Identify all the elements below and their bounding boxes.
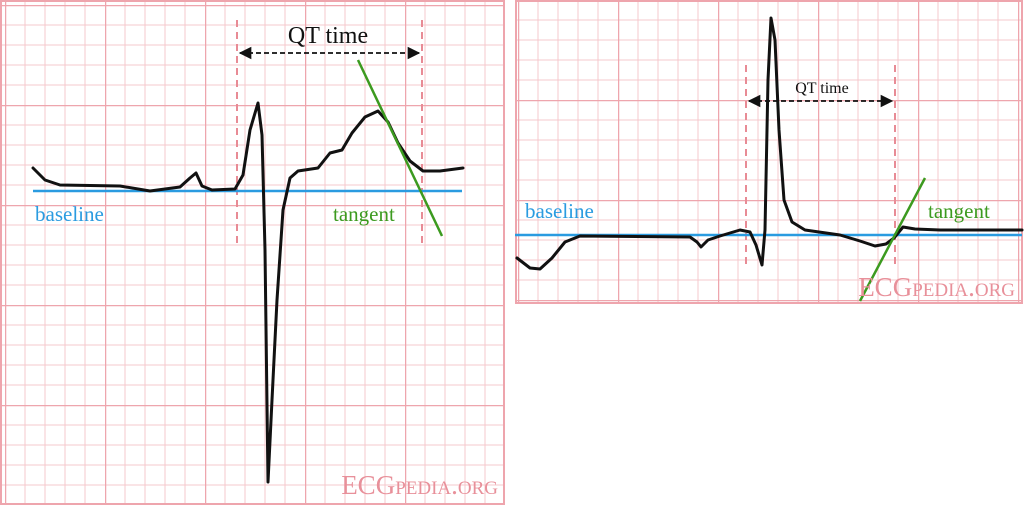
left-panel: QT time baseline tangent ECGpedia.org	[0, 0, 505, 505]
qt-label: QT time	[795, 80, 848, 97]
tangent-line	[858, 177, 927, 302]
right-panel: QT time baseline tangent ECGpedia.org	[515, 0, 1024, 304]
qt-label: QT time	[288, 23, 368, 49]
tangent-label: tangent	[928, 199, 990, 223]
watermark: ECGpedia.org	[858, 272, 1015, 302]
tangent-line	[356, 59, 444, 237]
ecg-trace	[31, 101, 465, 484]
baseline-label: baseline	[35, 202, 104, 226]
baseline-label: baseline	[525, 199, 594, 223]
tangent-label: tangent	[333, 202, 395, 226]
ecg-grid	[0, 0, 505, 505]
ecg-trace	[515, 16, 1024, 271]
watermark: ECGpedia.org	[341, 470, 498, 500]
